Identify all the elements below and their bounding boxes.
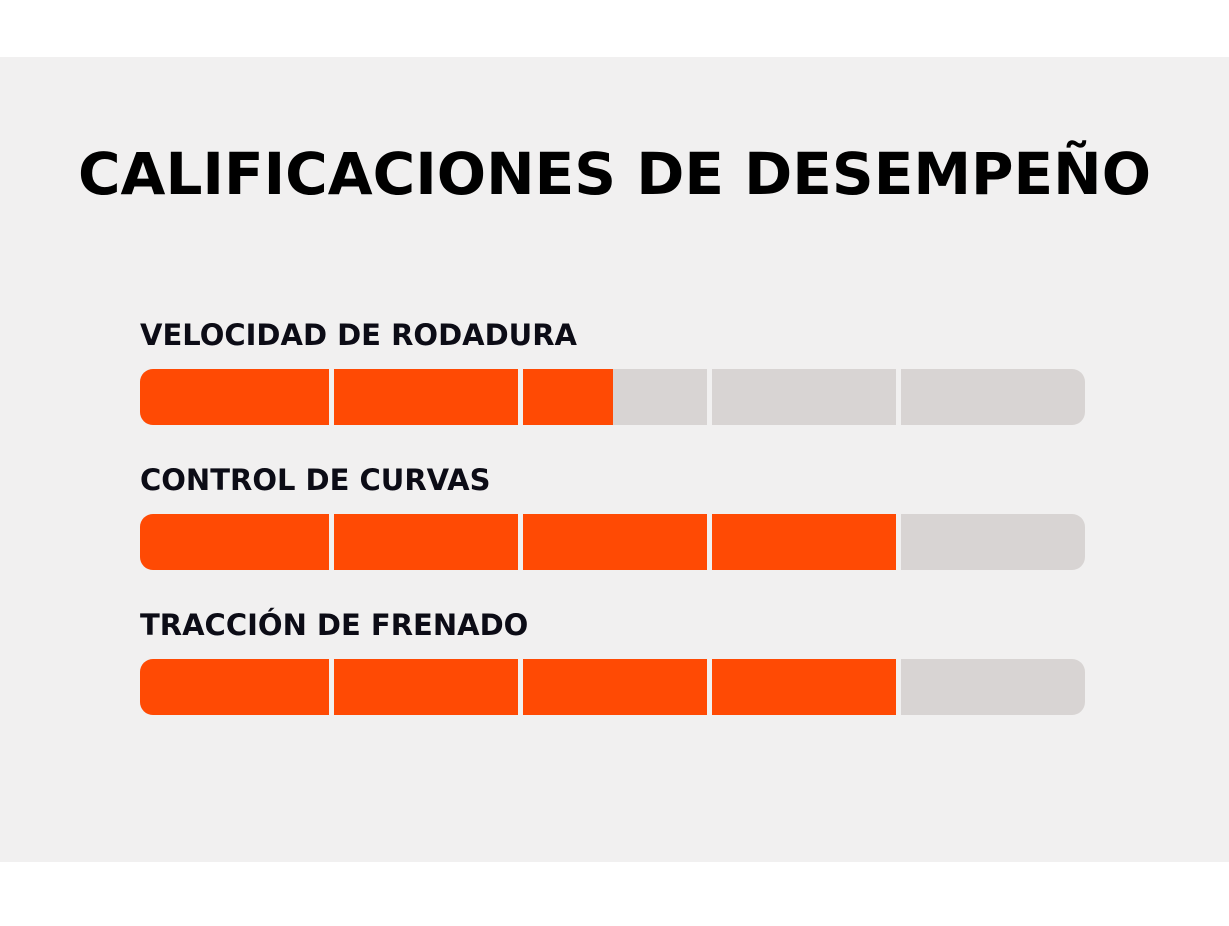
segment-divider xyxy=(707,514,712,570)
rating-bar-rolling-speed xyxy=(140,369,1085,425)
rating-label-braking-traction: TRACCIÓN DE FRENADO xyxy=(140,608,529,642)
rating-bar-cornering-control xyxy=(140,514,1085,570)
segment-divider xyxy=(707,369,712,425)
rating-bar-fill xyxy=(140,369,613,425)
segment-divider xyxy=(518,514,523,570)
segment-divider xyxy=(707,659,712,715)
segment-divider xyxy=(329,514,334,570)
segment-divider xyxy=(518,659,523,715)
rating-label-rolling-speed: VELOCIDAD DE RODADURA xyxy=(140,318,577,352)
segment-divider xyxy=(896,514,901,570)
segment-divider xyxy=(518,369,523,425)
segment-divider xyxy=(329,369,334,425)
ratings-panel xyxy=(0,57,1229,862)
segment-divider xyxy=(896,369,901,425)
segment-divider xyxy=(896,659,901,715)
rating-bar-braking-traction xyxy=(140,659,1085,715)
rating-label-cornering-control: CONTROL DE CURVAS xyxy=(140,463,491,497)
segment-divider xyxy=(329,659,334,715)
page-title: CALIFICACIONES DE DESEMPEÑO xyxy=(77,140,1152,208)
